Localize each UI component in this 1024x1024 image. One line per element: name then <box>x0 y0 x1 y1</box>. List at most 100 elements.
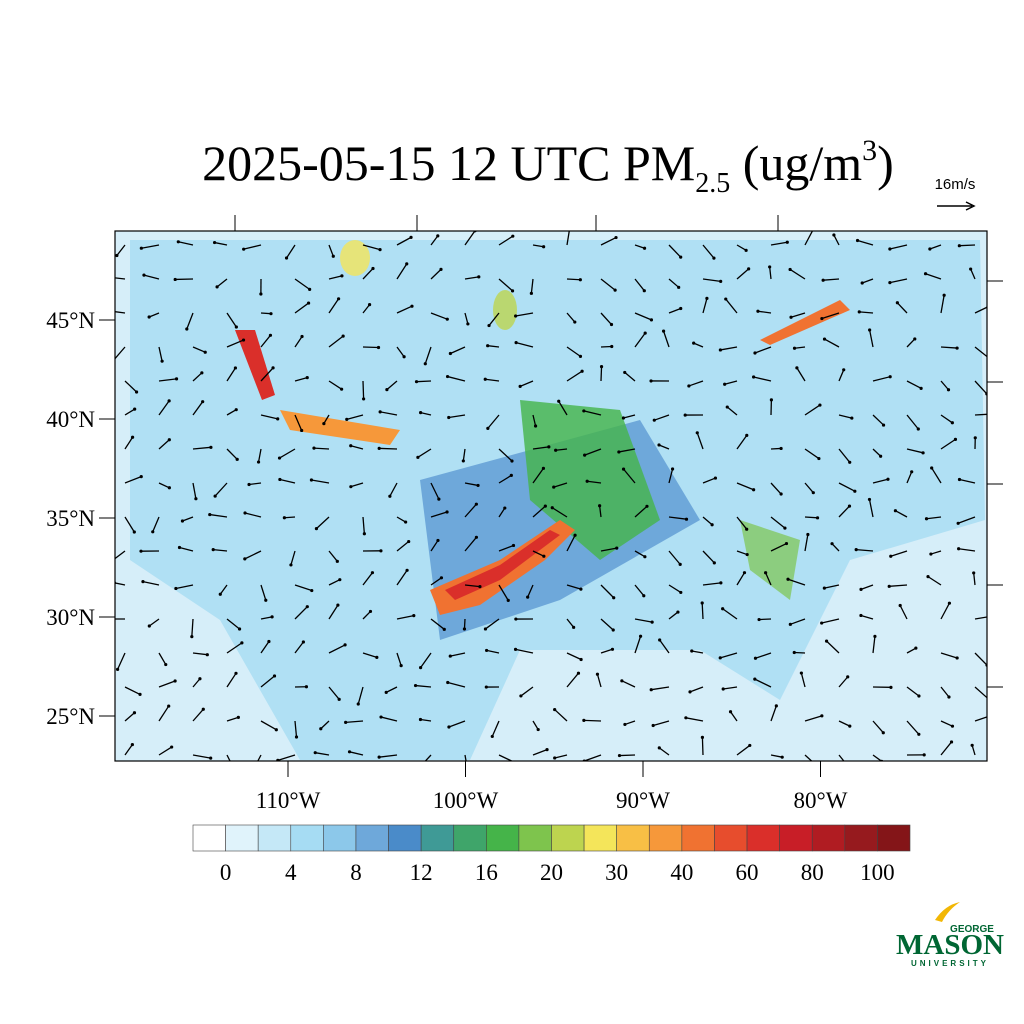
wind-arrow-head <box>340 274 344 278</box>
wind-arrow <box>416 380 432 383</box>
wind-arrow <box>328 579 341 586</box>
colorbar-label: 30 <box>605 860 628 885</box>
wind-arrow <box>899 605 908 620</box>
wind-arrow-head <box>661 329 666 333</box>
wind-arrow-head <box>610 344 614 349</box>
wind-arrow <box>958 548 976 552</box>
wind-arrow-head <box>462 627 467 631</box>
wind-arrow-head <box>447 725 451 729</box>
wind-arrow-head <box>510 289 515 293</box>
wind-arrow-head <box>141 580 145 584</box>
wind-arrow <box>940 602 950 620</box>
colorbar-label: 8 <box>350 860 362 885</box>
wind-arrow-head <box>413 683 418 688</box>
wind-arrow <box>226 448 238 460</box>
wind-arrow <box>970 268 976 280</box>
wind-arrow <box>621 680 636 688</box>
wind-arrow <box>804 534 809 552</box>
wind-arrow-head <box>677 285 681 289</box>
wind-arrow-head <box>514 341 518 345</box>
wind-arrow <box>634 505 648 518</box>
wind-arrow-head <box>857 310 861 314</box>
wind-arrow <box>821 618 840 624</box>
wind-arrow-head <box>233 366 238 370</box>
wind-arrow <box>464 503 477 518</box>
wind-arrow-head <box>785 240 789 244</box>
wind-arrow-head <box>719 581 723 585</box>
wind-arrow-head <box>180 519 185 523</box>
wind-arrow-head <box>923 272 928 276</box>
wind-arrow-head <box>748 743 752 748</box>
wind-arrow <box>926 516 942 520</box>
wind-arrow-head <box>243 511 247 515</box>
wind-arrow <box>685 717 704 722</box>
wind-arrow-head <box>367 303 372 307</box>
lat-label: 45°N <box>46 308 95 333</box>
wind-arrow <box>158 400 170 416</box>
wind-arrow <box>396 652 402 666</box>
wind-arrow-head <box>289 563 293 567</box>
wind-arrow <box>838 482 856 492</box>
wind-arrow-head <box>115 253 119 258</box>
wind-arrow <box>558 400 568 416</box>
wind-arrow-head <box>218 592 222 596</box>
wind-arrow <box>940 346 958 349</box>
wind-arrow <box>424 346 432 364</box>
wind-arrow-head <box>478 585 482 589</box>
wind-arrow-head <box>820 316 824 321</box>
wind-arrow <box>974 652 987 666</box>
wind-arrow-head <box>764 571 768 575</box>
wind-arrow-head <box>859 613 863 618</box>
wind-arrow <box>940 720 953 727</box>
colorbar-label: 80 <box>801 860 824 885</box>
colorbar-label: 40 <box>670 860 693 885</box>
wind-arrow <box>702 477 716 484</box>
wind-arrow <box>790 618 806 625</box>
wind-arrow-head <box>116 667 120 671</box>
wind-arrow <box>600 236 617 246</box>
logo-top: GEORGE <box>950 924 994 935</box>
wind-arrow-head <box>744 248 748 252</box>
wind-arrow <box>726 406 738 416</box>
wind-arrow <box>226 409 237 416</box>
wind-arrow-head <box>542 245 546 249</box>
wind-arrow <box>668 468 674 484</box>
wind-arrow <box>349 751 364 756</box>
wind-arrow-head <box>970 743 974 747</box>
wind-arrow <box>889 244 908 250</box>
wind-arrow <box>124 380 138 393</box>
wind-arrow-head <box>583 453 587 457</box>
wind-arrow <box>143 274 160 280</box>
wind-arrow-head <box>830 542 834 546</box>
wind-arrow-head <box>142 273 146 277</box>
wind-arrow <box>158 482 170 489</box>
wind-arrow <box>257 754 262 761</box>
wind-arrow-head <box>579 657 583 662</box>
wind-arrow-head <box>617 753 622 758</box>
wind-arrow-head <box>745 552 749 557</box>
wind-arrow <box>566 534 576 552</box>
wind-arrow-head <box>690 649 694 653</box>
wind-arrow-head <box>784 541 789 546</box>
wind-arrow <box>555 448 568 451</box>
wind-arrow <box>974 380 987 395</box>
wind-arrow <box>386 380 398 391</box>
wind-arrow-head <box>241 338 246 342</box>
wind-arrow <box>925 273 942 280</box>
wind-arrow <box>668 278 680 288</box>
colorbar-box <box>257 824 292 852</box>
wind-arrow <box>148 618 160 627</box>
wind-arrow <box>691 650 704 654</box>
wind-arrow <box>124 408 135 416</box>
wind-arrow <box>959 478 976 484</box>
wind-arrow <box>940 652 958 659</box>
wind-arrow <box>668 307 681 314</box>
wind-arrow <box>668 550 681 565</box>
lat-label: 40°N <box>46 407 95 432</box>
wind-arrow <box>618 448 636 453</box>
wind-arrow-head <box>745 527 749 531</box>
wind-arrow-head <box>506 598 510 602</box>
wind-arrow <box>158 705 170 722</box>
wind-arrow-head <box>950 421 954 425</box>
wind-arrow-head <box>867 497 872 502</box>
